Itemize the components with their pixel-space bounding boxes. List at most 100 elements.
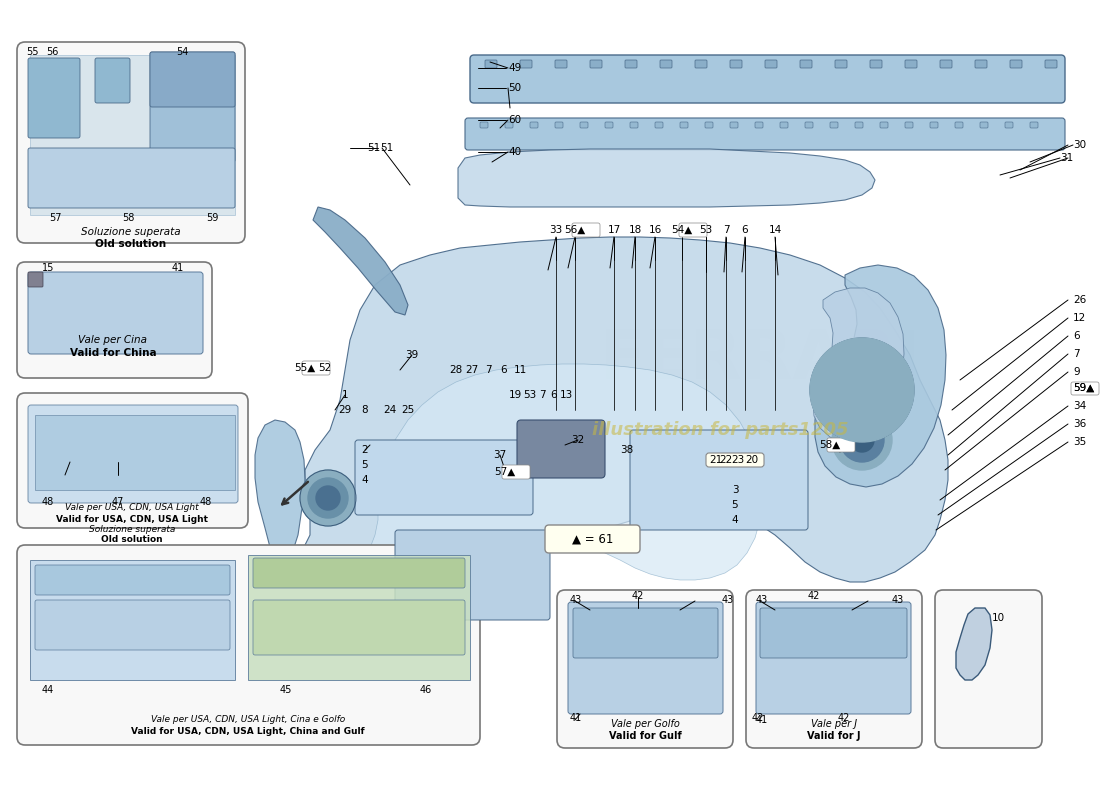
Polygon shape bbox=[314, 207, 408, 315]
FancyBboxPatch shape bbox=[679, 223, 707, 237]
FancyBboxPatch shape bbox=[625, 60, 637, 68]
Text: 7: 7 bbox=[723, 225, 729, 235]
Text: 1: 1 bbox=[342, 390, 349, 400]
FancyBboxPatch shape bbox=[695, 60, 707, 68]
Text: 7: 7 bbox=[1072, 349, 1079, 359]
FancyBboxPatch shape bbox=[975, 60, 987, 68]
FancyBboxPatch shape bbox=[355, 440, 534, 515]
FancyBboxPatch shape bbox=[730, 122, 738, 128]
Text: 31: 31 bbox=[1060, 153, 1074, 163]
Text: Valid for J: Valid for J bbox=[807, 731, 860, 741]
FancyBboxPatch shape bbox=[16, 393, 248, 528]
FancyBboxPatch shape bbox=[150, 52, 235, 107]
Text: 43: 43 bbox=[756, 595, 768, 605]
Text: 12: 12 bbox=[1072, 313, 1087, 323]
Text: 46: 46 bbox=[420, 685, 432, 695]
Text: 17: 17 bbox=[607, 225, 620, 235]
FancyBboxPatch shape bbox=[654, 122, 663, 128]
FancyBboxPatch shape bbox=[905, 60, 917, 68]
Text: 57▲: 57▲ bbox=[494, 467, 516, 477]
FancyBboxPatch shape bbox=[1071, 382, 1099, 395]
Text: 4: 4 bbox=[732, 515, 738, 525]
FancyBboxPatch shape bbox=[28, 272, 43, 287]
FancyBboxPatch shape bbox=[505, 122, 513, 128]
Text: 59▲: 59▲ bbox=[1072, 383, 1094, 393]
Polygon shape bbox=[345, 364, 763, 580]
FancyBboxPatch shape bbox=[580, 122, 588, 128]
FancyBboxPatch shape bbox=[557, 590, 733, 748]
FancyBboxPatch shape bbox=[1045, 60, 1057, 68]
FancyBboxPatch shape bbox=[35, 600, 230, 650]
Text: 59▲: 59▲ bbox=[1072, 383, 1094, 393]
FancyBboxPatch shape bbox=[16, 42, 245, 243]
Text: 42: 42 bbox=[838, 713, 850, 723]
Polygon shape bbox=[30, 55, 235, 215]
FancyBboxPatch shape bbox=[16, 262, 212, 378]
Circle shape bbox=[308, 478, 348, 518]
FancyBboxPatch shape bbox=[568, 602, 723, 714]
Circle shape bbox=[300, 470, 356, 526]
Polygon shape bbox=[248, 555, 470, 680]
Text: 11: 11 bbox=[514, 365, 527, 375]
Text: 42: 42 bbox=[752, 713, 764, 723]
Text: FERRARI: FERRARI bbox=[600, 327, 921, 393]
FancyBboxPatch shape bbox=[470, 55, 1065, 103]
FancyBboxPatch shape bbox=[705, 122, 713, 128]
Circle shape bbox=[316, 486, 340, 510]
Polygon shape bbox=[30, 560, 235, 680]
Text: 5: 5 bbox=[362, 460, 369, 470]
Text: 51: 51 bbox=[366, 143, 379, 153]
Text: 9: 9 bbox=[1072, 367, 1079, 377]
FancyBboxPatch shape bbox=[517, 420, 605, 478]
Text: 40: 40 bbox=[508, 147, 521, 157]
FancyBboxPatch shape bbox=[465, 118, 1065, 150]
Text: 20: 20 bbox=[746, 455, 759, 465]
Circle shape bbox=[847, 375, 877, 405]
Text: 43: 43 bbox=[570, 595, 582, 605]
FancyBboxPatch shape bbox=[16, 545, 480, 745]
FancyBboxPatch shape bbox=[605, 122, 613, 128]
FancyBboxPatch shape bbox=[755, 122, 763, 128]
Text: 8: 8 bbox=[362, 405, 369, 415]
FancyBboxPatch shape bbox=[870, 60, 882, 68]
FancyBboxPatch shape bbox=[630, 122, 638, 128]
Text: 48: 48 bbox=[42, 497, 54, 507]
Text: 7: 7 bbox=[539, 390, 546, 400]
Text: Vale per USA, CDN, USA Light: Vale per USA, CDN, USA Light bbox=[65, 503, 199, 513]
Text: 6: 6 bbox=[1072, 331, 1079, 341]
FancyBboxPatch shape bbox=[835, 60, 847, 68]
FancyBboxPatch shape bbox=[253, 558, 465, 588]
Text: 43: 43 bbox=[722, 595, 735, 605]
FancyBboxPatch shape bbox=[556, 60, 566, 68]
FancyBboxPatch shape bbox=[780, 122, 788, 128]
Text: Old solution: Old solution bbox=[101, 535, 163, 545]
Text: 27: 27 bbox=[465, 365, 478, 375]
Text: 33: 33 bbox=[549, 225, 562, 235]
FancyBboxPatch shape bbox=[150, 52, 235, 162]
FancyBboxPatch shape bbox=[544, 525, 640, 553]
Polygon shape bbox=[458, 149, 874, 207]
FancyBboxPatch shape bbox=[980, 122, 988, 128]
Text: Vale per J: Vale per J bbox=[811, 719, 857, 729]
Text: 42: 42 bbox=[807, 591, 821, 601]
Text: 55: 55 bbox=[25, 47, 39, 57]
FancyBboxPatch shape bbox=[805, 122, 813, 128]
Text: Soluzione superata: Soluzione superata bbox=[89, 526, 175, 534]
FancyBboxPatch shape bbox=[95, 58, 130, 103]
Circle shape bbox=[820, 348, 904, 432]
Text: 6: 6 bbox=[500, 365, 507, 375]
Polygon shape bbox=[255, 420, 305, 592]
Text: 58▲: 58▲ bbox=[820, 440, 840, 450]
FancyBboxPatch shape bbox=[800, 60, 812, 68]
Text: 22: 22 bbox=[719, 455, 733, 465]
Text: 48: 48 bbox=[200, 497, 212, 507]
FancyBboxPatch shape bbox=[28, 148, 235, 208]
FancyBboxPatch shape bbox=[28, 58, 80, 138]
FancyBboxPatch shape bbox=[880, 122, 888, 128]
FancyBboxPatch shape bbox=[1030, 122, 1038, 128]
Text: Old solution: Old solution bbox=[96, 239, 166, 249]
Text: 26: 26 bbox=[1072, 295, 1087, 305]
Text: 7: 7 bbox=[485, 365, 492, 375]
FancyBboxPatch shape bbox=[572, 223, 600, 237]
FancyBboxPatch shape bbox=[253, 600, 465, 655]
